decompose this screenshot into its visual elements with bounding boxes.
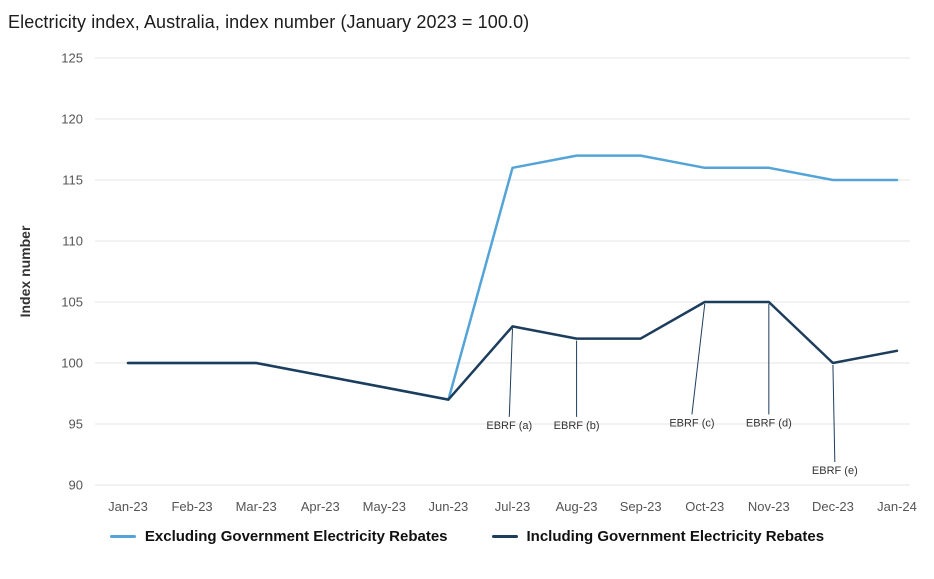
- annotation-label: EBRF (d): [746, 417, 792, 429]
- legend-item-including[interactable]: Including Government Electricity Rebates: [491, 528, 825, 545]
- legend-label: Excluding Government Electricity Rebates: [144, 528, 448, 545]
- x-tick-label: Jan-24: [877, 499, 917, 514]
- x-tick-label: Jun-23: [429, 499, 469, 514]
- annotation-leader: [691, 303, 706, 415]
- series-line-including: [126, 300, 899, 401]
- y-axis-label: Index number: [17, 225, 33, 317]
- chart-legend: Excluding Government Electricity Rebates…: [0, 528, 934, 545]
- legend-swatch: [109, 535, 136, 538]
- legend-label: Including Government Electricity Rebates: [526, 528, 825, 545]
- annotation-label: EBRF (b): [554, 420, 600, 432]
- x-tick-label: Jan-23: [108, 499, 148, 514]
- annotation-leader: [832, 364, 836, 463]
- x-tick-label: Feb-23: [171, 499, 212, 514]
- legend-swatch: [491, 535, 518, 538]
- y-tick-label: 115: [62, 173, 83, 188]
- annotation-label: EBRF (e): [812, 465, 858, 477]
- x-tick-label: Mar-23: [236, 499, 277, 514]
- annotation-label: EBRF (a): [486, 420, 532, 432]
- x-tick-label: Nov-23: [748, 499, 790, 514]
- annotation-label: EBRF (c): [669, 417, 714, 429]
- y-tick-label: 110: [62, 234, 83, 249]
- annotation-leader: [508, 328, 513, 417]
- y-tick-label: 120: [61, 112, 83, 127]
- x-tick-label: Apr-23: [301, 499, 340, 514]
- y-tick-label: 90: [69, 478, 83, 493]
- x-tick-label: Oct-23: [685, 499, 724, 514]
- y-tick-label: 100: [61, 356, 83, 371]
- y-tick-label: 105: [61, 295, 83, 310]
- x-tick-label: Dec-23: [812, 499, 854, 514]
- line-chart: 90 95 100 105 110 115 120 125 Jan-23 Feb-23 Mar-23…: [17, 51, 917, 515]
- y-tick-label: 125: [61, 51, 83, 66]
- x-tick-label: Jul-23: [495, 499, 530, 514]
- x-tick-label: May-23: [363, 499, 406, 514]
- x-tick-label: Aug-23: [556, 499, 598, 514]
- legend-item-excluding[interactable]: Excluding Government Electricity Rebates: [109, 528, 448, 545]
- x-tick-label: Sep-23: [620, 499, 662, 514]
- chart-title: Electricity index, Australia, index numb…: [8, 12, 530, 32]
- y-tick-label: 95: [69, 417, 83, 432]
